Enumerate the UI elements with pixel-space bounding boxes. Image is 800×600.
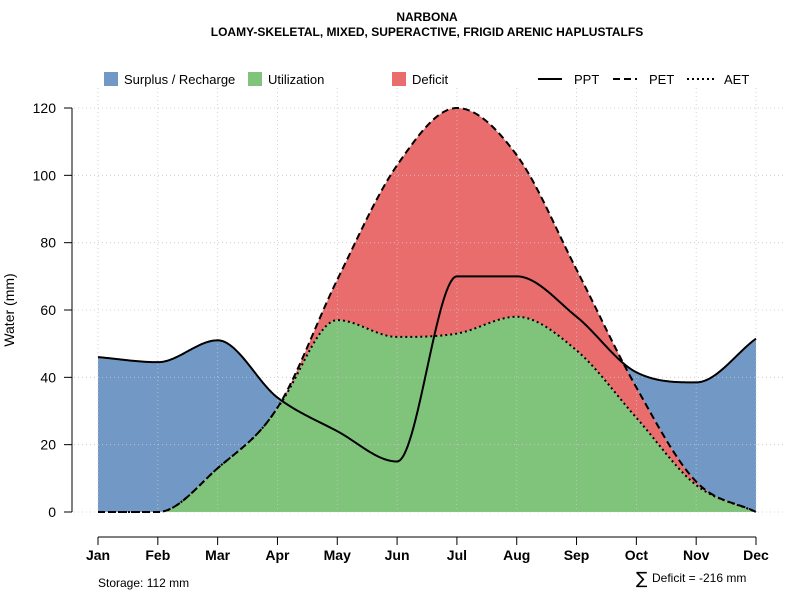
legend-label-pet: PET	[649, 72, 674, 87]
x-tick-label-jul: Jul	[447, 547, 467, 563]
x-tick-label-sep: Sep	[564, 547, 590, 563]
y-axis-title: Water (mm)	[1, 273, 17, 346]
y-tick-label: 120	[33, 100, 57, 116]
y-tick-label: 40	[40, 369, 56, 385]
surplus-area	[98, 108, 756, 512]
deficit-sum-symbol: ∑	[636, 569, 648, 589]
gridlines	[70, 88, 784, 513]
chart-title: NARBONA	[396, 10, 458, 24]
series-lines	[97, 106, 757, 513]
legend-swatch-deficit	[392, 72, 406, 86]
x-tick-label-mar: Mar	[205, 547, 230, 563]
x-tick-label-may: May	[324, 547, 351, 563]
legend-swatch-utilization	[248, 72, 262, 86]
legend: Surplus / Recharge Utilization Deficit P…	[104, 72, 749, 87]
x-axis: Jan Feb Mar Apr May Jun Jul Aug Sep Oct Nov Dec	[86, 536, 769, 563]
x-tick-label-nov: Nov	[683, 547, 710, 563]
chart-subtitle: LOAMY-SKELETAL, MIXED, SUPERACTIVE, FRIG…	[211, 25, 643, 39]
legend-label-surplus: Surplus / Recharge	[124, 72, 235, 87]
series-line-ppt	[97, 275, 757, 463]
x-tick-label-dec: Dec	[743, 547, 769, 563]
legend-swatch-surplus	[104, 72, 118, 86]
y-tick-label: 20	[40, 437, 56, 453]
y-tick-label: 0	[48, 504, 56, 520]
legend-label-utilization: Utilization	[268, 72, 324, 87]
deficit-note: Deficit = -216 mm	[652, 571, 746, 585]
x-tick-label-jun: Jun	[385, 547, 410, 563]
x-tick-label-aug: Aug	[503, 547, 530, 563]
y-tick-label: 80	[40, 235, 56, 251]
y-tick-label: 60	[40, 302, 56, 318]
x-tick-label-feb: Feb	[145, 547, 170, 563]
x-tick-label-apr: Apr	[265, 547, 290, 563]
y-axis: 0 20 40 60 80 100 120	[33, 100, 73, 520]
y-tick-label: 100	[33, 167, 57, 183]
series-line-aet	[98, 315, 757, 513]
legend-label-ppt: PPT	[574, 72, 599, 87]
x-tick-label-oct: Oct	[625, 547, 649, 563]
legend-label-aet: AET	[724, 72, 749, 87]
x-tick-label-jan: Jan	[86, 547, 110, 563]
legend-label-deficit: Deficit	[412, 72, 449, 87]
storage-note: Storage: 112 mm	[98, 576, 189, 590]
